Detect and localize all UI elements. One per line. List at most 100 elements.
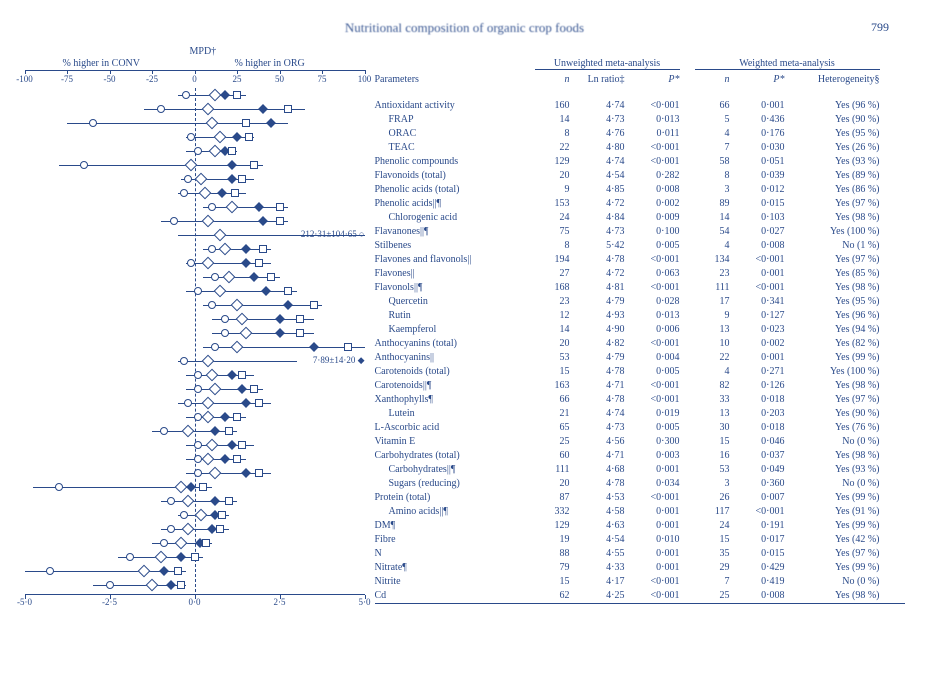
het-val: Yes (97 %) — [785, 547, 880, 561]
table-row: Sugars (reducing)204·780·03430·360No (0 … — [375, 477, 905, 491]
wp-val: 0·126 — [730, 379, 785, 393]
marker-diamond-open — [214, 229, 227, 242]
axis-label-org: % higher in ORG — [235, 58, 305, 69]
marker-diamond — [166, 580, 176, 590]
table-row: Xanthophylls¶664·78<0·001330·018Yes (97 … — [375, 393, 905, 407]
marker-diamond — [220, 412, 230, 422]
het-val: Yes (99 %) — [785, 491, 880, 505]
ln-val: 4·63 — [570, 519, 625, 533]
wp-val: 0·015 — [730, 547, 785, 561]
marker-diamond-open — [175, 537, 188, 550]
ci-line — [203, 347, 365, 348]
wp-val: 0·049 — [730, 463, 785, 477]
param-label: Flavonoids (total) — [375, 169, 535, 183]
marker-circle — [170, 217, 178, 225]
p-val: 0·010 — [625, 533, 680, 547]
marker-square — [255, 469, 263, 477]
marker-diamond-open — [239, 327, 252, 340]
marker-diamond — [237, 384, 247, 394]
n-val: 21 — [535, 407, 570, 421]
table-row: Quercetin234·790·028170·341Yes (95 %) — [375, 295, 905, 309]
marker-diamond — [220, 90, 230, 100]
table-row: Anthocyanins (total)204·82<0·001100·002Y… — [375, 337, 905, 351]
marker-square — [174, 567, 182, 575]
marker-circle — [89, 119, 97, 127]
marker-circle — [187, 259, 195, 267]
top-axis-ticks: -100-75-50-250255075100 — [25, 74, 365, 86]
n-val: 22 — [535, 141, 570, 155]
inline-note: 7·89±14·20 ◆ — [313, 355, 365, 366]
het-val: Yes (86 %) — [785, 183, 880, 197]
p-val: 0·019 — [625, 407, 680, 421]
ln-val: 4·72 — [570, 197, 625, 211]
top-tick: 100 — [358, 74, 372, 84]
wn-val: 53 — [695, 463, 730, 477]
ln-val: 4·74 — [570, 99, 625, 113]
table-row: L-Ascorbic acid654·730·005300·018Yes (76… — [375, 421, 905, 435]
wn-val: 134 — [695, 253, 730, 267]
het-val: Yes (93 %) — [785, 155, 880, 169]
n-val: 27 — [535, 267, 570, 281]
marker-diamond — [266, 118, 276, 128]
marker-diamond — [275, 314, 285, 324]
marker-circle — [55, 483, 63, 491]
marker-diamond-open — [202, 355, 215, 368]
wn-val: 7 — [695, 575, 730, 589]
marker-diamond-open — [181, 523, 194, 536]
param-label: Kaempferol — [375, 323, 535, 337]
wp-val: <0·001 — [730, 281, 785, 295]
het-val: Yes (90 %) — [785, 113, 880, 127]
het-val: Yes (97 %) — [785, 197, 880, 211]
p-val: 0·005 — [625, 421, 680, 435]
marker-diamond — [227, 370, 237, 380]
marker-diamond-open — [198, 187, 211, 200]
het-val: Yes (98 %) — [785, 589, 880, 603]
ln-val: 4·78 — [570, 477, 625, 491]
marker-circle — [194, 287, 202, 295]
n-val: 62 — [535, 589, 570, 603]
wp-val: 0·127 — [730, 309, 785, 323]
n-val: 194 — [535, 253, 570, 267]
page-number: 799 — [871, 20, 889, 35]
marker-circle — [180, 357, 188, 365]
het-val: Yes (98 %) — [785, 379, 880, 393]
wp-val: 0·017 — [730, 533, 785, 547]
ln-val: 4·56 — [570, 435, 625, 449]
wp-val: 0·018 — [730, 393, 785, 407]
wn-val: 82 — [695, 379, 730, 393]
wp-val: 0·419 — [730, 575, 785, 589]
table-row: Kaempferol144·900·006130·023Yes (94 %) — [375, 323, 905, 337]
marker-diamond-open — [195, 173, 208, 186]
n-val: 88 — [535, 547, 570, 561]
param-label: N — [375, 547, 535, 561]
wp-val: <0·001 — [730, 253, 785, 267]
het-val: Yes (100 %) — [785, 225, 880, 239]
param-label: Carotenoids (total) — [375, 365, 535, 379]
p-val: 0·100 — [625, 225, 680, 239]
n-val: 20 — [535, 337, 570, 351]
n-val: 111 — [535, 463, 570, 477]
marker-square — [250, 385, 258, 393]
wp-val: 0·429 — [730, 561, 785, 575]
ln-val: 4·82 — [570, 337, 625, 351]
table-row: Fibre194·540·010150·017Yes (42 %) — [375, 533, 905, 547]
mpd-label: MPD† — [190, 46, 217, 57]
marker-square — [238, 175, 246, 183]
marker-square — [238, 441, 246, 449]
wn-val: 17 — [695, 295, 730, 309]
wp-val: 0·039 — [730, 169, 785, 183]
marker-diamond-open — [146, 579, 159, 592]
ln-val: 4·85 — [570, 183, 625, 197]
n-val: 53 — [535, 351, 570, 365]
marker-circle — [80, 161, 88, 169]
ln-val: 4·78 — [570, 365, 625, 379]
wn-val: 22 — [695, 351, 730, 365]
n-val: 153 — [535, 197, 570, 211]
table-row: Cd624·25<0·001250·008Yes (98 %) — [375, 589, 905, 603]
marker-circle — [160, 539, 168, 547]
n-val: 23 — [535, 295, 570, 309]
het-val: Yes (100 %) — [785, 365, 880, 379]
p-val: <0·001 — [625, 491, 680, 505]
marker-circle — [221, 315, 229, 323]
table-row: Flavones||274·720·063230·001Yes (85 %) — [375, 267, 905, 281]
